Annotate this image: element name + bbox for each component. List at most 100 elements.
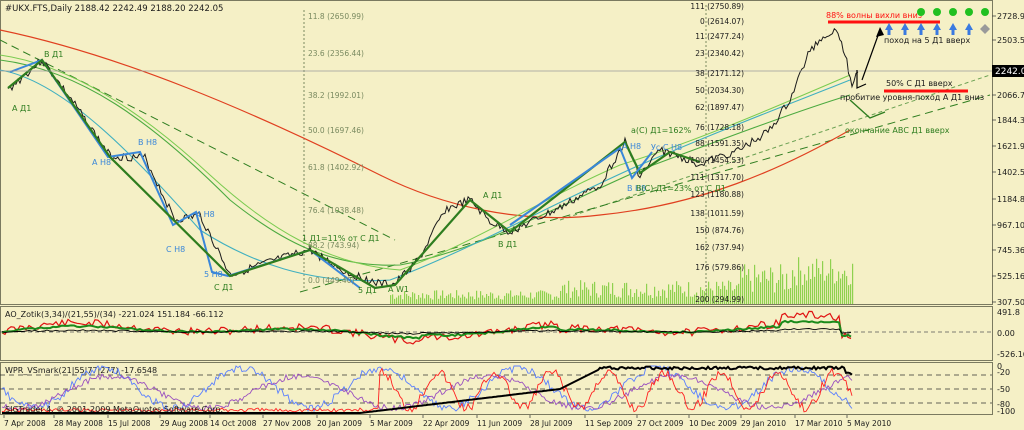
volume-bar bbox=[734, 289, 736, 304]
volume-bar bbox=[790, 287, 792, 304]
volume-bar bbox=[694, 294, 696, 304]
volume-bar bbox=[622, 288, 624, 304]
annot-break-note: пробитие уровня-поход А Д1 вниз bbox=[840, 93, 984, 102]
volume-bar bbox=[406, 294, 408, 304]
fib-left-label: 88.2 (743.94) bbox=[308, 241, 359, 250]
y-tick-label: 525.16 bbox=[997, 272, 1024, 281]
volume-bar bbox=[564, 284, 566, 304]
volume-bar bbox=[706, 288, 708, 304]
x-tick-label: 27 Nov 2008 bbox=[263, 419, 311, 428]
arrow-up-icon bbox=[885, 23, 893, 35]
volume-bar bbox=[450, 293, 452, 304]
volume-bar bbox=[812, 263, 814, 304]
fib-right-label: 111 (2750.89) bbox=[690, 2, 744, 11]
volume-bar bbox=[536, 292, 538, 304]
volume-bar bbox=[666, 297, 668, 304]
volume-bar bbox=[788, 288, 790, 304]
wpr-label: WPR_VSmark(21|55|77|277) -17.6548 bbox=[5, 366, 157, 375]
fib-left-label: 61.8 (1402.92) bbox=[308, 163, 364, 172]
volume-bar bbox=[580, 280, 582, 304]
fib-right-label: 88 (1591.35) bbox=[695, 139, 744, 148]
volume-bar bbox=[754, 264, 756, 304]
volume-bar bbox=[824, 280, 826, 304]
volume-bar bbox=[628, 295, 630, 304]
ma-lightgreen bbox=[0, 54, 851, 271]
volume-bar bbox=[668, 284, 670, 304]
volume-bar bbox=[724, 285, 726, 304]
volume-bar bbox=[704, 291, 706, 304]
volume-bar bbox=[578, 296, 580, 304]
volume-bar bbox=[658, 290, 660, 304]
volume-bar bbox=[498, 295, 500, 304]
volume-bar bbox=[772, 272, 774, 304]
volume-bar bbox=[592, 283, 594, 304]
volume-bar bbox=[680, 286, 682, 304]
volume-bar bbox=[390, 295, 392, 304]
volume-bar bbox=[842, 273, 844, 304]
volume-bar bbox=[612, 283, 614, 304]
volume-bar bbox=[584, 282, 586, 304]
wpr-y-tick-label: 0 bbox=[997, 362, 1002, 371]
volume-bar bbox=[516, 295, 518, 304]
volume-bar bbox=[804, 274, 806, 304]
volume-bar bbox=[458, 295, 460, 304]
volume-bar bbox=[568, 280, 570, 304]
volume-bar bbox=[702, 290, 704, 304]
trend-lines bbox=[0, 39, 991, 293]
volume-bar bbox=[844, 270, 846, 304]
volume-bar bbox=[474, 299, 476, 304]
volume-bar bbox=[672, 284, 674, 304]
volume-bar bbox=[460, 297, 462, 304]
volume-bar bbox=[806, 280, 808, 304]
volume-bar bbox=[652, 297, 654, 304]
annot-mid-note: 50% С Д1 вверх bbox=[886, 79, 953, 88]
volume-bar bbox=[818, 268, 820, 304]
wpr-y-tick-label: -50 bbox=[997, 385, 1010, 394]
wave-label: a(C) Д1=162% bbox=[631, 126, 692, 135]
arrow-up-icon bbox=[933, 23, 941, 35]
fib-right-label: 123 (1180.88) bbox=[690, 190, 744, 199]
volume-bar bbox=[852, 263, 854, 304]
volume-bar bbox=[830, 259, 832, 304]
volume-bar bbox=[768, 280, 770, 304]
trendline-upchannel-mid bbox=[559, 74, 991, 221]
x-axis: 7 Apr 2008 28 May 2008 15 Jul 2008 29 Aug 2… bbox=[3, 415, 891, 428]
x-tick-label: 7 Apr 2008 bbox=[4, 419, 46, 428]
annotations: 88% волны вихли вниз поход на 5 Д1 вверх… bbox=[826, 11, 984, 135]
volume-bar bbox=[610, 293, 612, 304]
wave-label: C H8 bbox=[166, 245, 185, 254]
volume-bar bbox=[630, 289, 632, 304]
volume-bar bbox=[548, 293, 550, 304]
volume-bar bbox=[418, 295, 420, 304]
wpr-blue-line bbox=[1, 365, 853, 413]
wpr-panel-border bbox=[0, 362, 993, 415]
volume-bar bbox=[846, 276, 848, 304]
volume-bar bbox=[512, 296, 514, 304]
volume-bar bbox=[716, 281, 718, 304]
volume-bar bbox=[822, 261, 824, 304]
y-axis-main: 2728.90 2503.55 2066.78 1844.35 1621.93 1402.… bbox=[992, 12, 1024, 307]
volume-bar bbox=[746, 274, 748, 304]
volume-bar bbox=[482, 295, 484, 304]
volume-bar bbox=[432, 299, 434, 304]
volume-bar bbox=[802, 284, 804, 304]
volume-bar bbox=[834, 283, 836, 304]
signal-dot-icon bbox=[965, 8, 973, 16]
volume-bar bbox=[534, 297, 536, 304]
wave-label: A W1 bbox=[388, 285, 409, 294]
volume-bar bbox=[820, 274, 822, 304]
fib-right-label: 111 (1317.70) bbox=[690, 173, 744, 182]
volume-bar bbox=[436, 290, 438, 304]
volume-bar bbox=[526, 297, 528, 304]
volume-bar bbox=[522, 295, 524, 304]
volume-bar bbox=[614, 294, 616, 304]
ao-black-line bbox=[1, 328, 852, 335]
y-tick-label: 967.10 bbox=[997, 221, 1024, 230]
ao-y-axis: 491.8 0.00 -526.16 bbox=[997, 308, 1024, 359]
volume-bar bbox=[718, 286, 720, 304]
x-tick-label: 29 Jan 2010 bbox=[741, 419, 786, 428]
volume-bar bbox=[700, 287, 702, 304]
volume-bar bbox=[604, 285, 606, 304]
volume-bar bbox=[518, 295, 520, 304]
